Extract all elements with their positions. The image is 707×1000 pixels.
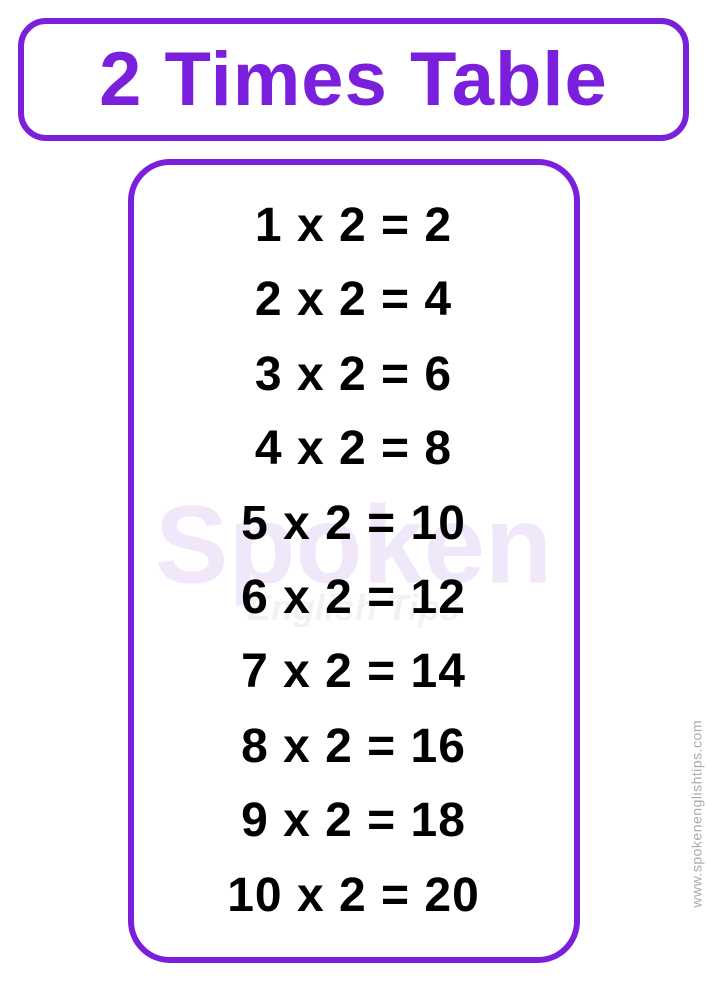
source-url: www.spokenenglishtips.com: [689, 720, 705, 908]
equation-row: 2 x 2 = 4: [255, 263, 452, 337]
equation-row: 4 x 2 = 8: [255, 412, 452, 486]
equation-row: 7 x 2 = 14: [241, 635, 466, 709]
times-table-box: Spoken English Tips 1 x 2 = 2 2 x 2 = 4 …: [128, 159, 580, 963]
equation-row: 5 x 2 = 10: [241, 487, 466, 561]
page-title: 2 Times Table: [34, 36, 673, 123]
equation-row: 3 x 2 = 6: [255, 338, 452, 412]
title-box: 2 Times Table: [18, 18, 689, 141]
equation-row: 10 x 2 = 20: [227, 859, 480, 933]
equation-row: 6 x 2 = 12: [241, 561, 466, 635]
equation-row: 8 x 2 = 16: [241, 710, 466, 784]
page-container: 2 Times Table Spoken English Tips 1 x 2 …: [0, 0, 707, 1000]
equation-row: 9 x 2 = 18: [241, 784, 466, 858]
equation-row: 1 x 2 = 2: [255, 189, 452, 263]
